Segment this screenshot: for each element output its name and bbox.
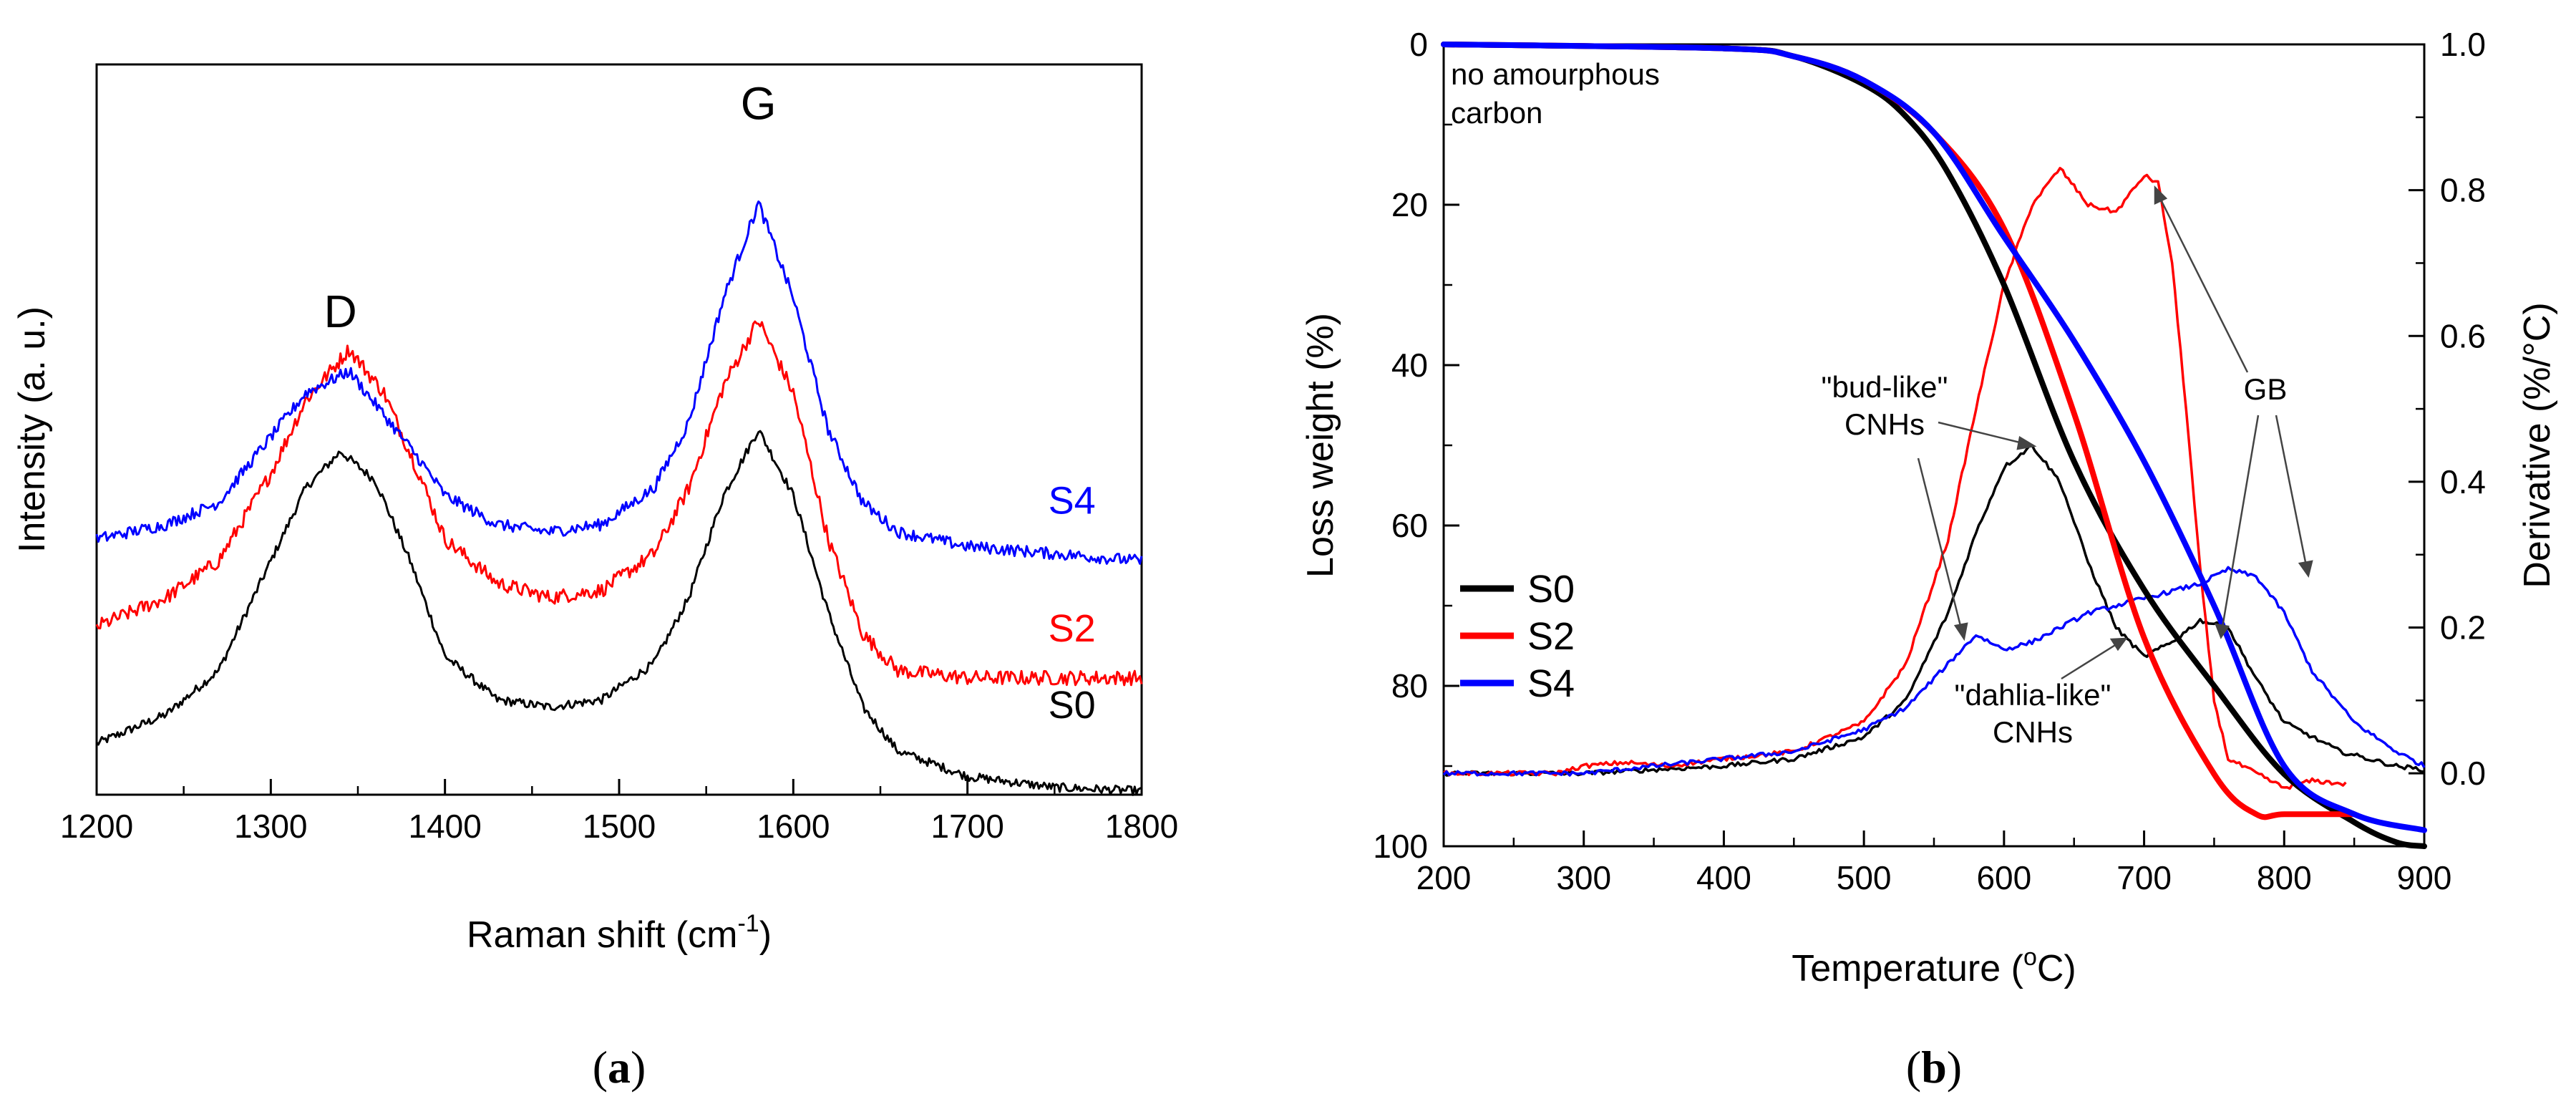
panel-b-y2-tick-label: 0.6 <box>2440 317 2486 354</box>
annotation-no-amorphous: no amourphous carbon <box>1451 57 1660 130</box>
panel-b-weight-series <box>1441 42 2427 849</box>
panel-b-x-tick-label: 700 <box>2116 859 2172 896</box>
arrow-gb-to-s4 <box>2275 415 2308 566</box>
arrow-bud-to-s0 <box>1938 421 2026 445</box>
legend-item-s4: S4 <box>1460 662 1575 705</box>
panel-a-x-tick-label: 1300 <box>234 808 307 845</box>
arrowhead-gb-to-s4 <box>2298 560 2313 578</box>
legend-item-s0: S0 <box>1460 568 1575 611</box>
panel-b-x-tick-label: 400 <box>1696 859 1751 896</box>
panel-b-y2-tick-label: 0.2 <box>2440 609 2486 646</box>
raman-curve-s2 <box>95 320 1143 687</box>
panel-b-y-tick-label: 80 <box>1391 667 1428 704</box>
panel-b-legend: S0 S2 S4 <box>1460 568 1575 705</box>
panel-b-x-tick-label: 600 <box>1976 859 2031 896</box>
derivative-curve-s2 <box>1443 167 2347 790</box>
panel-b-y2-tick-label: 0.0 <box>2440 755 2486 792</box>
panel-b-y-tick-label: 60 <box>1391 507 1428 544</box>
arrowhead-gb-to-s0 <box>2215 623 2230 639</box>
raman-curve-s4 <box>95 200 1143 565</box>
panel-b-y2-tick-label: 0.4 <box>2440 463 2486 500</box>
panel-b-derivative-series <box>1442 167 2426 790</box>
annotation-bud-like: "bud-like" CNHs <box>1822 370 1948 441</box>
panel-a-label: (a) <box>593 1042 646 1093</box>
panel-a-x-tick-label: 1700 <box>930 808 1003 845</box>
panel-a-y-axis-title: Intensity (a. u.) <box>11 306 53 553</box>
panel-a-x-tick-labels: 1200 1300 1400 1500 1600 1700 1800 <box>60 808 1178 845</box>
panel-a-peak-labels: DG <box>324 78 777 338</box>
panel-b-y-axis-title: Loss weight (%) <box>1300 313 1341 578</box>
legend-label-s4: S4 <box>1527 662 1575 705</box>
legend-item-s2: S2 <box>1460 615 1575 658</box>
series-tag-s4: S4 <box>1049 479 1096 522</box>
panel-b-x-axis-title: Temperature (oC) <box>1792 944 2076 989</box>
arrowhead-bud-to-s0 <box>2016 436 2037 450</box>
weight-loss-curve-s0 <box>1441 42 2427 849</box>
weight-loss-curve-s4 <box>1441 42 2427 833</box>
panel-b-x-tick-label: 500 <box>1837 859 1892 896</box>
panel-b-tga: 200 300 400 500 600 700 800 900 0 20 40 60 80 100 0.… <box>1300 26 2558 1093</box>
panel-a-x-tick-label: 1500 <box>583 808 656 845</box>
panel-b-x-tick-label: 200 <box>1416 859 1472 896</box>
legend-label-s2: S2 <box>1527 615 1575 658</box>
legend-label-s0: S0 <box>1527 568 1575 611</box>
arrowhead-dahlia-to-s4 <box>2109 637 2128 652</box>
annotation-gb: GB <box>2244 372 2288 406</box>
arrow-bud-to-s4 <box>1917 457 1963 629</box>
peak-label-g: G <box>741 78 777 130</box>
panel-b-y-tick-label: 0 <box>1409 26 1428 63</box>
derivative-curve-s0 <box>1442 444 2425 777</box>
panel-b-y2-tick-label: 1.0 <box>2440 26 2486 63</box>
raman-curve-s0 <box>95 430 1142 796</box>
panel-b-y2-axis-title: Derivative (%/°C) <box>2517 302 2558 588</box>
panel-a-x-tick-label: 1400 <box>408 808 481 845</box>
panel-b-label: (b) <box>1906 1042 1962 1093</box>
panel-b-y-tick-label: 100 <box>1373 828 1428 865</box>
panel-a-x-ticks <box>95 779 1143 795</box>
panel-a-x-tick-label: 1200 <box>60 808 133 845</box>
panel-b-y-tick-label: 20 <box>1391 186 1428 223</box>
arrow-gb-to-s0 <box>2221 415 2260 628</box>
panel-b-x-tick-labels: 200 300 400 500 600 700 800 900 <box>1416 859 2452 896</box>
panel-b-y2-tick-label: 0.8 <box>2440 172 2486 209</box>
panel-a-series-tags: S0 S2 S4 <box>1049 479 1096 727</box>
panel-b-y-tick-label: 40 <box>1391 347 1428 384</box>
panel-b-x-tick-label: 300 <box>1556 859 1611 896</box>
arrow-gb-to-s2 <box>2158 196 2249 373</box>
peak-label-d: D <box>324 286 357 337</box>
panel-b-plot-frame <box>1442 43 2426 848</box>
arrowhead-bud-to-s4 <box>1953 622 1968 641</box>
panel-b-y-tick-labels: 0 20 40 60 80 100 <box>1373 26 1428 865</box>
series-tag-s0: S0 <box>1049 684 1096 727</box>
panel-a-series <box>95 200 1143 796</box>
panel-b-x-tick-label: 900 <box>2397 859 2452 896</box>
panel-b-y-ticks <box>1444 43 1459 848</box>
panel-b-x-tick-label: 800 <box>2257 859 2312 896</box>
annotation-dahlia-like: "dahlia-like" CNHs <box>1955 678 2111 749</box>
panel-b-y2-tick-labels: 0.0 0.2 0.4 0.6 0.8 1.0 <box>2440 26 2486 792</box>
arrow-dahlia-to-s4 <box>2061 641 2119 680</box>
panel-a-x-axis-title: Raman shift (cm-1) <box>467 910 772 956</box>
panel-b-x-ticks <box>1442 830 2426 846</box>
panel-a-x-tick-label: 1600 <box>757 808 830 845</box>
panel-b-y2-ticks <box>2409 43 2424 775</box>
panel-a-x-tick-label: 1800 <box>1105 808 1178 845</box>
annotation-arrows <box>1917 185 2313 680</box>
series-tag-s2: S2 <box>1049 607 1096 650</box>
arrowhead-gb-to-s2 <box>2154 185 2168 205</box>
derivative-curve-s4 <box>1442 566 2426 777</box>
